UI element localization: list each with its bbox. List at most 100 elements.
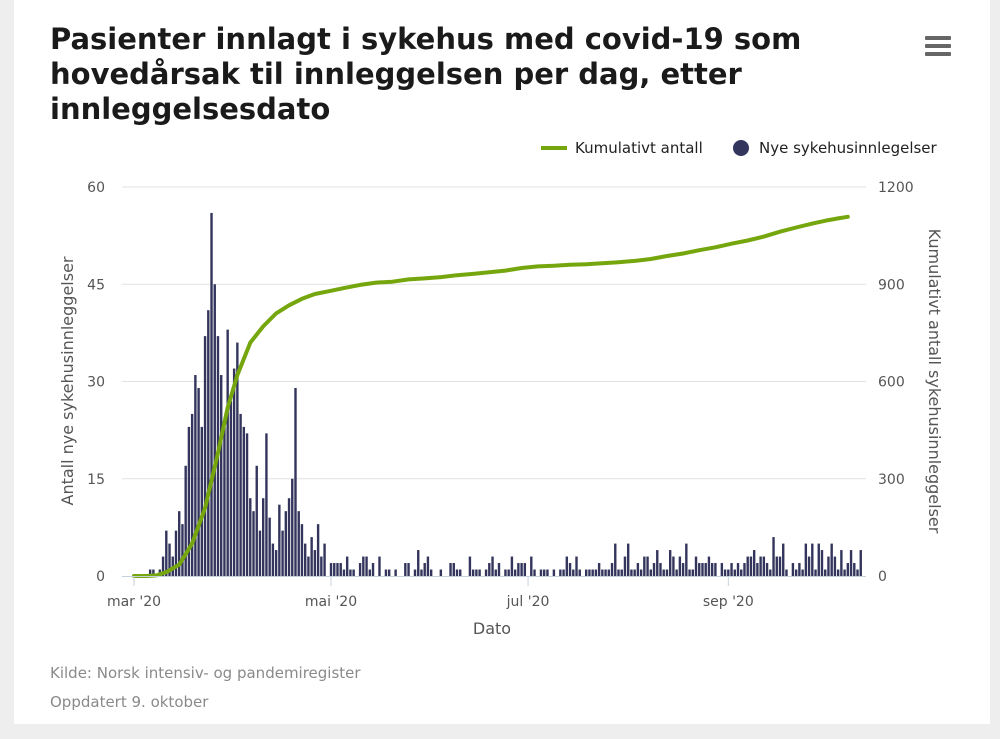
bar[interactable]	[394, 569, 397, 576]
bar[interactable]	[814, 569, 817, 576]
bar[interactable]	[300, 524, 304, 576]
bar[interactable]	[782, 543, 785, 576]
bar[interactable]	[220, 375, 223, 576]
bar[interactable]	[710, 563, 714, 576]
bar[interactable]	[707, 556, 711, 576]
bar[interactable]	[358, 563, 362, 576]
bar[interactable]	[533, 569, 536, 576]
bar[interactable]	[704, 563, 707, 576]
bar[interactable]	[245, 433, 249, 576]
bar[interactable]	[297, 511, 300, 576]
bar[interactable]	[749, 556, 753, 576]
bar[interactable]	[404, 563, 407, 576]
bar[interactable]	[452, 563, 455, 576]
bar[interactable]	[720, 563, 724, 576]
bar[interactable]	[633, 569, 636, 576]
bar[interactable]	[190, 413, 194, 576]
bar[interactable]	[565, 556, 569, 576]
bar[interactable]	[197, 387, 200, 576]
bar[interactable]	[743, 563, 746, 576]
bar[interactable]	[736, 563, 740, 576]
cumulative-line[interactable]	[132, 214, 850, 578]
bar[interactable]	[530, 556, 533, 576]
bar[interactable]	[559, 569, 562, 576]
bar[interactable]	[585, 569, 588, 576]
bar[interactable]	[578, 569, 581, 576]
bar[interactable]	[507, 569, 510, 576]
bar[interactable]	[688, 569, 691, 576]
legend-item-cumulative[interactable]: Kumulativt antall	[541, 139, 703, 157]
bar[interactable]	[178, 511, 181, 576]
bar[interactable]	[439, 569, 443, 576]
bar[interactable]	[568, 563, 572, 576]
bar[interactable]	[226, 329, 229, 576]
bar[interactable]	[323, 543, 326, 576]
bar[interactable]	[778, 556, 782, 576]
bar[interactable]	[265, 433, 268, 576]
bar[interactable]	[459, 569, 462, 576]
bar[interactable]	[207, 310, 210, 576]
bar[interactable]	[856, 569, 859, 576]
bar[interactable]	[232, 368, 236, 576]
bar[interactable]	[840, 550, 843, 576]
bar[interactable]	[656, 550, 659, 576]
bar[interactable]	[846, 563, 850, 576]
bar[interactable]	[820, 550, 824, 576]
bar[interactable]	[504, 569, 507, 576]
bar[interactable]	[539, 569, 543, 576]
bar[interactable]	[652, 563, 656, 576]
bar[interactable]	[746, 556, 749, 576]
bar[interactable]	[262, 498, 265, 576]
bar[interactable]	[294, 387, 297, 576]
bar[interactable]	[223, 426, 226, 576]
bar[interactable]	[407, 563, 410, 576]
bar[interactable]	[255, 465, 258, 576]
bar[interactable]	[775, 556, 778, 576]
bar[interactable]	[378, 556, 381, 576]
bar[interactable]	[329, 563, 333, 576]
bar[interactable]	[365, 556, 368, 576]
bar[interactable]	[623, 556, 627, 576]
bar[interactable]	[252, 511, 255, 576]
bar[interactable]	[387, 569, 391, 576]
bar[interactable]	[691, 569, 694, 576]
bar[interactable]	[723, 569, 727, 576]
bar[interactable]	[517, 563, 520, 576]
bar[interactable]	[471, 569, 475, 576]
bar[interactable]	[785, 569, 788, 576]
bar[interactable]	[510, 556, 514, 576]
bar[interactable]	[791, 563, 795, 576]
bar[interactable]	[665, 569, 669, 576]
bar[interactable]	[752, 550, 756, 576]
bar[interactable]	[310, 537, 313, 576]
bar[interactable]	[662, 569, 665, 576]
bar[interactable]	[258, 530, 262, 576]
bar[interactable]	[614, 543, 617, 576]
bar[interactable]	[804, 543, 808, 576]
bar[interactable]	[833, 556, 837, 576]
bar[interactable]	[342, 569, 346, 576]
bar[interactable]	[287, 498, 291, 576]
bar[interactable]	[639, 569, 643, 576]
bar[interactable]	[591, 569, 594, 576]
bar[interactable]	[488, 563, 491, 576]
bar[interactable]	[830, 543, 833, 576]
bar[interactable]	[284, 511, 288, 576]
legend-item-new-admissions[interactable]: Nye sykehusinnlegelser	[733, 139, 937, 157]
bar[interactable]	[249, 498, 252, 576]
bar[interactable]	[759, 556, 762, 576]
bar[interactable]	[420, 569, 423, 576]
bar[interactable]	[594, 569, 598, 576]
bar[interactable]	[597, 563, 601, 576]
bar[interactable]	[274, 550, 278, 576]
bar[interactable]	[552, 569, 556, 576]
bar[interactable]	[423, 563, 426, 576]
bar[interactable]	[349, 569, 352, 576]
bar[interactable]	[184, 465, 187, 576]
bar[interactable]	[659, 563, 662, 576]
bar[interactable]	[610, 563, 614, 576]
bar[interactable]	[281, 530, 284, 576]
bar[interactable]	[523, 563, 527, 576]
bar[interactable]	[513, 569, 517, 576]
bar[interactable]	[630, 569, 633, 576]
